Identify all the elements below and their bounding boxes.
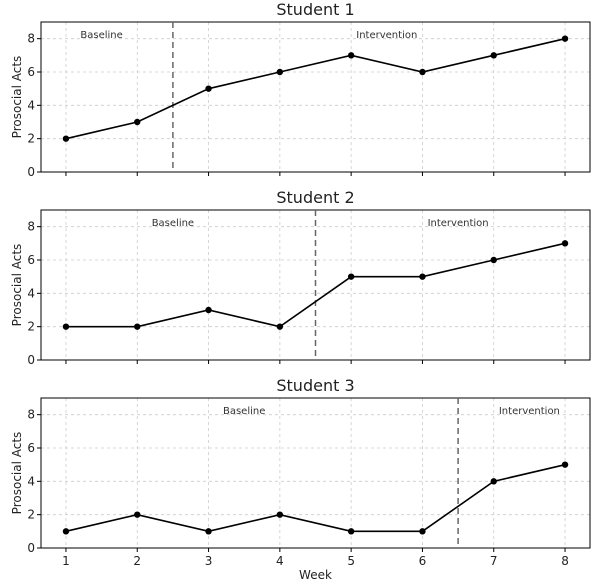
data-point <box>276 323 284 330</box>
data-point <box>276 68 284 76</box>
x-axis-label: Week <box>299 568 332 582</box>
data-point <box>205 528 212 535</box>
x-tick-label: 4 <box>276 554 284 568</box>
x-tick-label: 3 <box>205 554 213 568</box>
data-point <box>561 240 569 247</box>
data-point <box>134 511 141 518</box>
y-tick-label: 4 <box>27 474 35 488</box>
y-tick-label: 2 <box>27 508 35 522</box>
x-tick-label: 5 <box>347 554 355 568</box>
panel-title: Student 2 <box>276 188 354 207</box>
phase-label-baseline: Baseline <box>152 218 194 229</box>
data-point <box>561 35 569 42</box>
y-tick-label: 0 <box>27 353 35 367</box>
phase-label-intervention: Intervention <box>499 406 560 417</box>
series-line <box>65 463 566 533</box>
data-point <box>134 118 141 126</box>
plot-frame <box>40 21 591 173</box>
y-tick-label: 8 <box>27 32 35 46</box>
phase-label-intervention: Intervention <box>356 30 417 41</box>
x-tick-label: 7 <box>490 554 498 568</box>
data-point <box>62 323 70 330</box>
x-tick-label: 6 <box>419 554 427 568</box>
panel-title: Student 3 <box>276 376 354 395</box>
y-tick-label: 6 <box>27 65 35 79</box>
data-point <box>419 68 426 76</box>
data-point <box>419 273 426 280</box>
data-point <box>347 273 355 280</box>
data-point <box>62 528 70 535</box>
data-point <box>561 461 569 468</box>
panel-title: Student 1 <box>276 0 354 19</box>
y-axis-label: Prosocial Acts <box>10 432 24 515</box>
x-tick-label: 1 <box>62 554 70 568</box>
plot-frame <box>40 397 591 549</box>
data-point <box>419 528 426 535</box>
data-point <box>490 52 497 59</box>
data-point <box>347 52 355 59</box>
y-tick-label: 4 <box>27 98 35 112</box>
phase-label-intervention: Intervention <box>428 218 489 229</box>
data-point <box>490 478 497 485</box>
series-line <box>65 37 566 140</box>
y-tick-label: 8 <box>27 408 35 422</box>
y-tick-label: 8 <box>27 220 35 234</box>
y-tick-label: 4 <box>27 286 35 300</box>
x-tick-label: 8 <box>561 554 569 568</box>
y-tick-label: 6 <box>27 253 35 267</box>
phase-label-baseline: Baseline <box>223 406 265 417</box>
y-tick-label: 0 <box>27 541 35 555</box>
y-axis-label: Prosocial Acts <box>10 244 24 327</box>
data-point <box>347 528 355 535</box>
data-point <box>490 256 497 264</box>
data-point <box>134 323 141 330</box>
data-point <box>205 85 212 92</box>
data-point <box>205 306 212 314</box>
y-tick-label: 0 <box>27 165 35 179</box>
series-line <box>65 242 566 328</box>
y-tick-label: 2 <box>27 320 35 334</box>
y-axis-label: Prosocial Acts <box>10 56 24 139</box>
phase-label-baseline: Baseline <box>80 30 122 41</box>
y-tick-label: 2 <box>27 132 35 146</box>
x-tick-label: 2 <box>133 554 141 568</box>
data-point <box>62 135 70 142</box>
data-point <box>276 511 284 518</box>
y-tick-label: 6 <box>27 441 35 455</box>
